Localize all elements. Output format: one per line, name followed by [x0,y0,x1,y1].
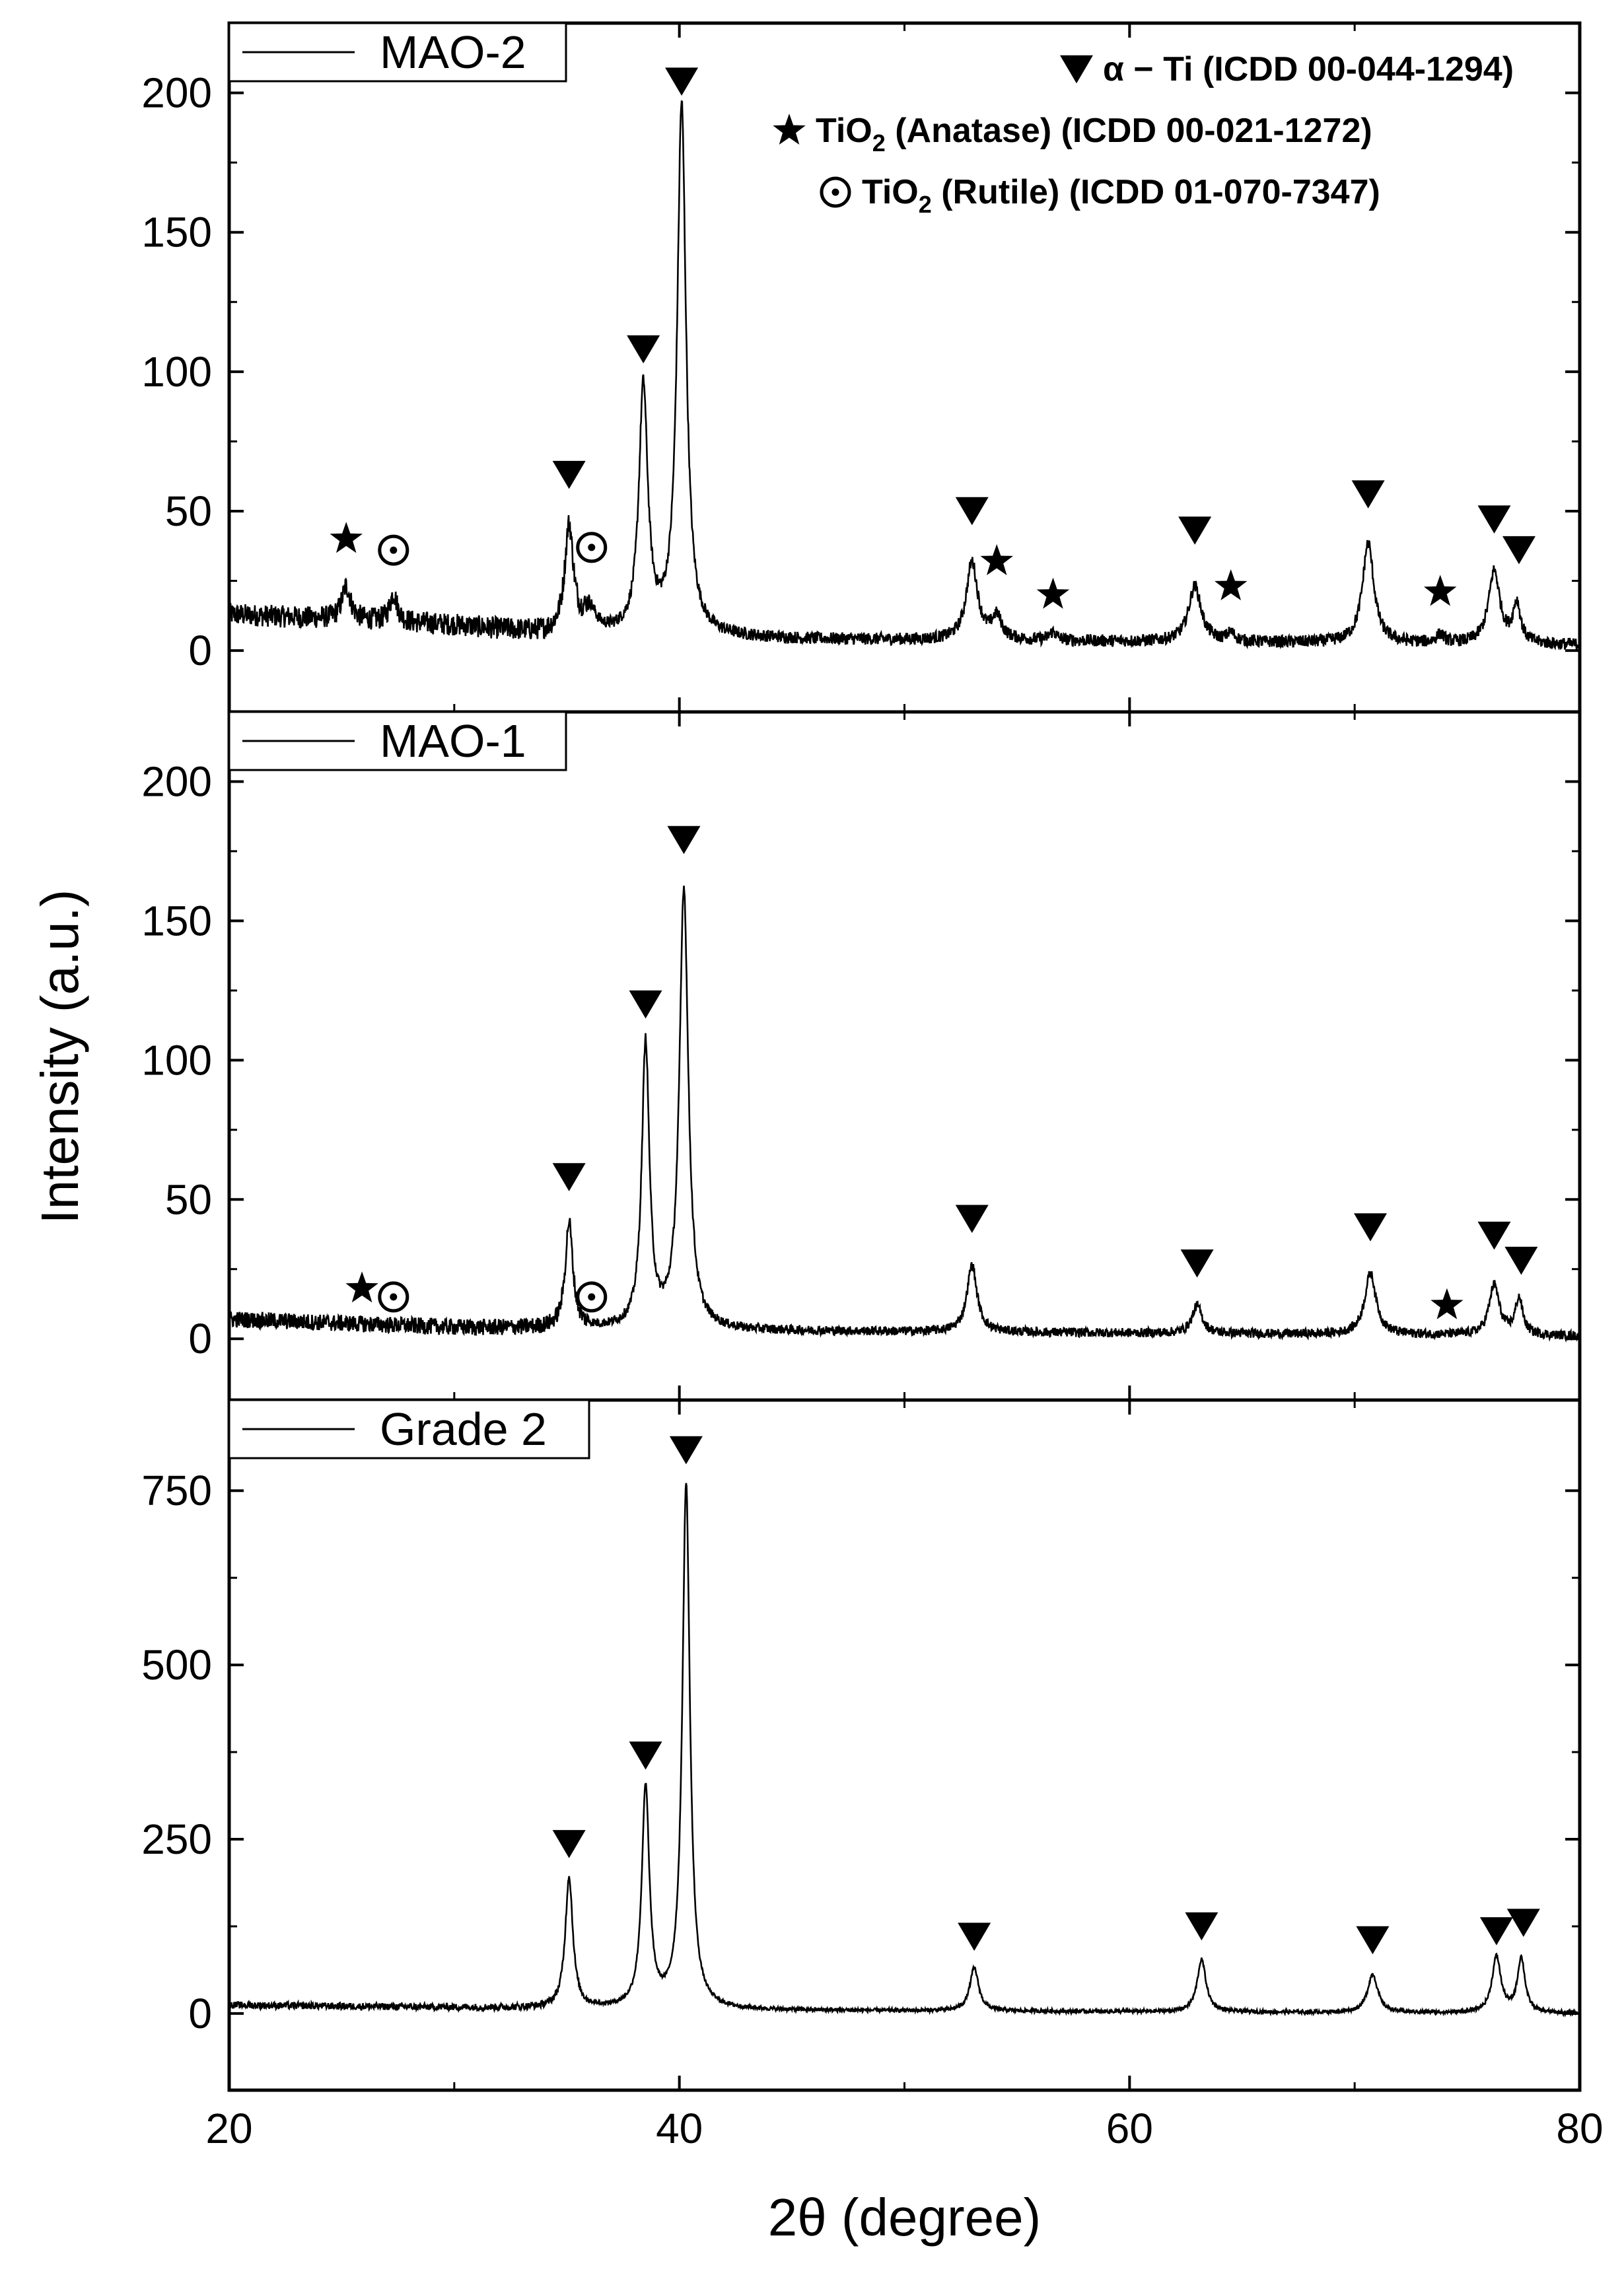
triangle-down-marker [1502,536,1536,565]
star-marker [980,544,1013,575]
phase-legend-label: TiO2 (Rutile) (ICDD 01-070-7347) [862,173,1380,218]
xrd-trace [229,886,1580,1343]
y-tick-label: 0 [188,627,212,674]
sample-legend: MAO-2 [228,22,567,83]
legend-label: MAO-1 [380,715,526,767]
star-legend-icon [773,114,806,145]
y-tick-label: 100 [141,1036,212,1084]
circle-dot-marker [378,534,409,566]
triangle-down-marker [665,67,699,96]
triangle-down-marker [629,1741,662,1770]
triangle-down-marker [958,1922,991,1951]
star-marker [1430,1288,1464,1319]
triangle-down-marker [1185,1912,1218,1941]
y-tick-label: 200 [141,69,212,117]
x-axis-title: 2θ (degree) [768,2188,1041,2247]
triangle-down-marker [552,460,586,489]
y-tick-label: 0 [188,1315,212,1362]
triangle-down-marker [1351,480,1385,509]
triangle-down-marker [1178,516,1212,545]
y-tick-label: 100 [141,348,212,396]
y-tick-label: 150 [141,209,212,256]
y-tick-label: 750 [141,1467,212,1514]
x-tick-label: 40 [656,2105,703,2152]
circle-dot-marker [576,532,608,563]
phase-legend-label: α − Ti (ICDD 00-044-1294) [1103,50,1514,88]
phase-legend-label: TiO2 (Anatase) (ICDD 00-021-1272) [816,112,1372,157]
triangle-down-marker [1354,1213,1388,1242]
legend-label: MAO-2 [380,26,526,78]
triangle-down-marker [1504,1246,1538,1275]
y-tick-label: 500 [141,1641,212,1689]
y-axis-title: Intensity (a.u.) [30,890,89,1224]
triangle-down-marker [1356,1926,1390,1955]
star-marker [1424,575,1457,606]
circle-dot-marker [576,1281,608,1313]
phase-legend: α − Ti (ICDD 00-044-1294) TiO2 (Anatase) … [773,50,1514,218]
triangle-down-marker [669,1436,703,1465]
x-tick-label: 20 [205,2105,252,2152]
panel-mao-1: 0 50 100 150 200 MAO-1 [141,710,1582,1402]
triangle-down-legend-icon [1060,55,1093,84]
x-tick-label: 60 [1106,2105,1153,2152]
triangle-down-marker [667,825,701,855]
y-tick-label: 250 [141,1815,212,1863]
triangle-down-marker [1477,1221,1511,1250]
xrd-trace [229,100,1580,651]
triangle-down-marker [1506,1909,1540,1937]
triangle-down-marker [627,335,660,364]
legend-label: Grade 2 [380,1403,547,1455]
circle-dot-legend-icon [820,176,851,208]
y-tick-label: 50 [165,1176,212,1223]
triangle-down-marker [1180,1249,1214,1278]
y-tick-label: 50 [165,487,212,535]
panel-grade-2: 0 250 500 750 Grade 2 [141,1398,1582,2092]
y-tick-label: 150 [141,897,212,944]
xrd-trace [229,1483,1580,2018]
star-marker [345,1271,378,1303]
circle-dot-marker [378,1281,409,1313]
triangle-down-marker [955,1205,989,1234]
star-marker [1036,577,1070,609]
star-marker [330,522,363,553]
triangle-down-marker [629,990,662,1019]
sample-legend: MAO-1 [228,711,567,771]
y-tick-label: 200 [141,757,212,805]
triangle-down-marker [955,497,989,526]
triangle-down-marker [552,1830,586,1858]
triangle-down-marker [1477,505,1511,534]
star-marker [1215,569,1248,600]
x-tick-label: 80 [1556,2105,1603,2152]
triangle-down-marker [552,1163,586,1191]
triangle-down-marker [1479,1917,1513,1946]
sample-legend: Grade 2 [228,1399,590,1459]
y-tick-label: 0 [188,1990,212,2037]
